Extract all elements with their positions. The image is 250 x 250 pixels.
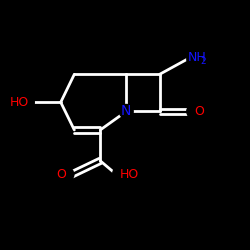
Text: O: O	[194, 105, 204, 118]
Circle shape	[187, 104, 202, 119]
Circle shape	[187, 50, 204, 68]
Text: O: O	[56, 168, 66, 181]
Text: HO: HO	[120, 168, 139, 181]
Circle shape	[60, 168, 74, 181]
Circle shape	[119, 104, 133, 118]
Text: NH: NH	[188, 51, 207, 64]
Text: N: N	[121, 104, 132, 118]
Circle shape	[113, 164, 132, 184]
Text: 2: 2	[200, 57, 206, 66]
Text: HO: HO	[9, 96, 29, 109]
Circle shape	[16, 93, 34, 112]
